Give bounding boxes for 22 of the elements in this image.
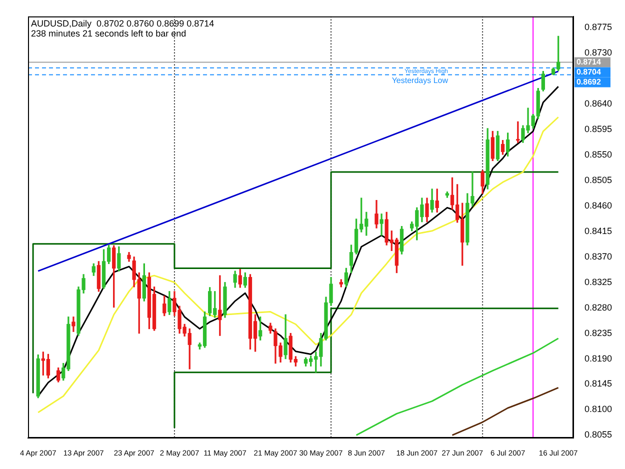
text: 238 minutes 21 seconds left to bar end	[31, 28, 186, 38]
y-tick-label: 0.8595	[584, 124, 612, 134]
y-tick-label: 0.8055	[584, 430, 612, 440]
y-tick-label: 0.8190	[584, 353, 612, 364]
y-tick-label: 0.8550	[584, 150, 612, 160]
y-tick-label: 0.8640	[584, 98, 612, 109]
text: 0.8714	[576, 57, 602, 66]
text: 0.8692	[576, 77, 602, 86]
y-tick-label: 0.8325	[584, 276, 612, 287]
y-tick-label: 0.8280	[584, 302, 612, 312]
text: 0.8704	[576, 67, 602, 76]
y-tick-label: 0.8775	[584, 22, 612, 32]
y-tick-label: 0.8235	[584, 328, 612, 338]
ref-line-label: Yesterdays Low	[392, 76, 448, 85]
y-tick-label: 0.8730	[584, 48, 612, 58]
y-tick-label: 0.8460	[584, 200, 612, 210]
y-tick-label: 0.8415	[584, 226, 612, 236]
y-tick-label: 0.8370	[584, 251, 612, 262]
y-tick-label: 0.8100	[584, 404, 612, 414]
y-tick-label: 0.8145	[584, 378, 612, 389]
chart-title: AUDUSD,Daily 0.8702 0.8760 0.8699 0.8714	[31, 18, 214, 28]
y-tick-label: 0.8505	[584, 174, 612, 185]
